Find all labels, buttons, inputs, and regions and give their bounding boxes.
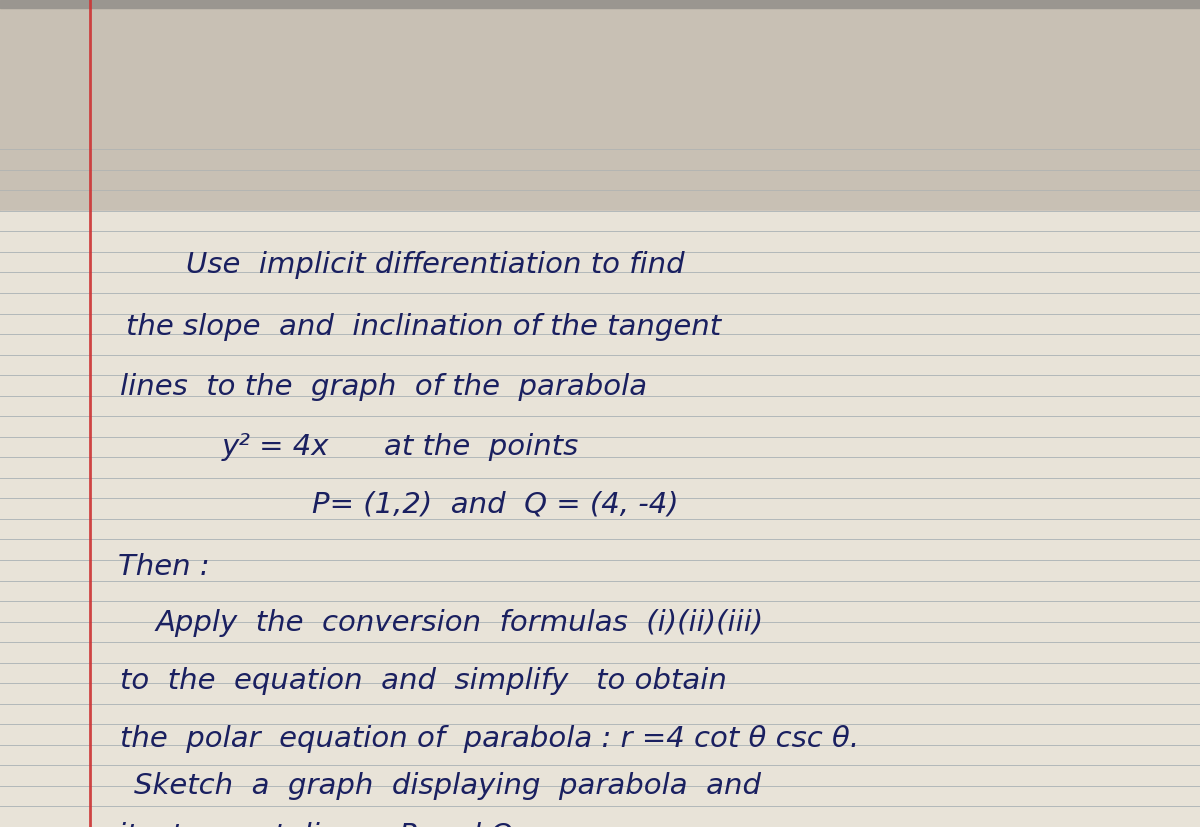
Text: Apply  the  conversion  formulas  (i)(ii)(iii): Apply the conversion formulas (i)(ii)(ii… (156, 609, 764, 637)
Text: its  tangent  lines   P and Q.: its tangent lines P and Q. (118, 821, 522, 827)
Bar (0, 0, 1200, 8)
Text: to  the  equation  and  simplify   to obtain: to the equation and simplify to obtain (120, 667, 727, 695)
Text: Use  implicit differentiation to find: Use implicit differentiation to find (186, 251, 685, 279)
Text: y² = 4x      at the  points: y² = 4x at the points (222, 433, 580, 461)
Text: P= (1,2)  and  Q = (4, -4): P= (1,2) and Q = (4, -4) (312, 490, 679, 519)
Bar (0, 211, 1200, 827)
Text: lines  to the  graph  of the  parabola: lines to the graph of the parabola (120, 373, 647, 401)
Text: Sketch  a  graph  displaying  parabola  and: Sketch a graph displaying parabola and (134, 772, 762, 800)
Text: the slope  and  inclination of the tangent: the slope and inclination of the tangent (126, 313, 721, 341)
Bar (0, 0, 1200, 211)
Text: Then :: Then : (118, 552, 209, 581)
Text: the  polar  equation of  parabola : r =4 cot θ csc θ.: the polar equation of parabola : r =4 co… (120, 724, 859, 753)
